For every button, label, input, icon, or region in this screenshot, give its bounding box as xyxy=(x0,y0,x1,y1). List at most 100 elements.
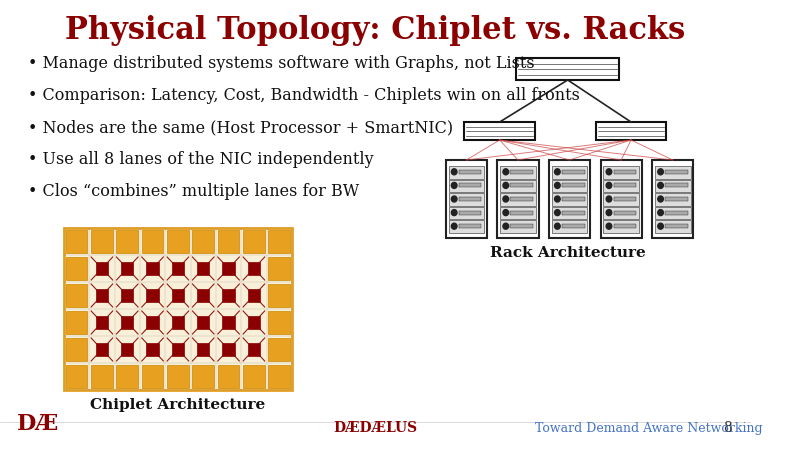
Bar xyxy=(562,184,585,187)
Circle shape xyxy=(658,169,663,175)
Bar xyxy=(167,230,189,253)
Text: DÆDÆLUS: DÆDÆLUS xyxy=(334,421,418,435)
Circle shape xyxy=(503,223,509,229)
Circle shape xyxy=(503,182,509,189)
Text: Rack Architecture: Rack Architecture xyxy=(490,246,646,260)
Bar xyxy=(652,160,694,238)
Text: • Comparison: Latency, Cost, Bandwidth - Chiplets win on all fronts: • Comparison: Latency, Cost, Bandwidth -… xyxy=(28,87,580,104)
Bar xyxy=(66,284,87,307)
Bar xyxy=(666,184,688,187)
Bar xyxy=(269,230,290,253)
Bar xyxy=(269,365,290,388)
Circle shape xyxy=(503,196,509,202)
Text: 8: 8 xyxy=(723,421,732,435)
Bar xyxy=(614,184,636,187)
Bar xyxy=(269,284,290,307)
Bar xyxy=(510,184,533,187)
Bar xyxy=(552,207,587,220)
Circle shape xyxy=(451,169,457,175)
Bar xyxy=(510,170,533,174)
Bar xyxy=(269,311,290,334)
Bar xyxy=(197,343,210,356)
Bar xyxy=(614,170,636,174)
Bar xyxy=(172,343,184,356)
Text: • Use all 8 lanes of the NIC independently: • Use all 8 lanes of the NIC independent… xyxy=(28,151,374,168)
Bar xyxy=(562,224,585,228)
Bar xyxy=(500,220,536,233)
Bar xyxy=(596,122,666,140)
Bar xyxy=(666,170,688,174)
Bar xyxy=(655,180,690,192)
Bar xyxy=(603,207,639,220)
Bar xyxy=(449,166,484,179)
Bar xyxy=(222,289,234,302)
Bar xyxy=(121,289,134,302)
Bar xyxy=(66,257,87,280)
Circle shape xyxy=(606,182,612,189)
Circle shape xyxy=(658,196,663,202)
Bar xyxy=(459,184,482,187)
Text: • Manage distributed systems software with Graphs, not Lists: • Manage distributed systems software wi… xyxy=(28,55,535,72)
Bar xyxy=(66,230,87,253)
Circle shape xyxy=(451,182,457,189)
Bar xyxy=(510,224,533,228)
Circle shape xyxy=(451,210,457,216)
Bar xyxy=(549,160,590,238)
Circle shape xyxy=(451,196,457,202)
Bar xyxy=(510,211,533,215)
Text: • Clos “combines” multiple lanes for BW: • Clos “combines” multiple lanes for BW xyxy=(28,183,359,200)
Bar xyxy=(91,365,113,388)
Bar xyxy=(222,316,234,329)
Bar xyxy=(603,166,639,179)
Bar xyxy=(562,170,585,174)
Bar xyxy=(500,180,536,192)
Bar xyxy=(117,230,138,253)
Bar xyxy=(96,289,108,302)
Bar xyxy=(248,289,260,302)
Bar xyxy=(218,230,239,253)
Circle shape xyxy=(606,169,612,175)
Bar xyxy=(449,193,484,206)
Bar xyxy=(465,122,535,140)
Bar xyxy=(172,289,184,302)
Bar xyxy=(243,365,265,388)
Bar xyxy=(167,365,189,388)
Bar xyxy=(248,316,260,329)
Bar xyxy=(459,170,482,174)
Bar xyxy=(218,365,239,388)
Bar xyxy=(562,211,585,215)
Circle shape xyxy=(658,223,663,229)
Bar xyxy=(552,220,587,233)
Bar xyxy=(146,316,158,329)
Bar xyxy=(449,220,484,233)
Bar xyxy=(117,365,138,388)
Bar xyxy=(500,166,536,179)
Bar xyxy=(603,193,639,206)
Bar xyxy=(64,228,292,390)
Bar xyxy=(449,207,484,220)
Circle shape xyxy=(606,210,612,216)
Bar xyxy=(197,289,210,302)
Bar xyxy=(142,365,163,388)
Bar xyxy=(500,193,536,206)
Bar xyxy=(243,230,265,253)
Bar xyxy=(197,262,210,275)
Bar xyxy=(449,180,484,192)
Bar xyxy=(603,180,639,192)
Bar xyxy=(614,211,636,215)
Bar xyxy=(91,230,113,253)
Bar xyxy=(666,211,688,215)
Bar xyxy=(222,262,234,275)
Bar xyxy=(172,262,184,275)
Bar xyxy=(552,193,587,206)
Bar xyxy=(96,262,108,275)
Bar xyxy=(121,262,134,275)
Bar xyxy=(172,316,184,329)
Circle shape xyxy=(554,223,560,229)
Text: • Nodes are the same (Host Processor + SmartNIC): • Nodes are the same (Host Processor + S… xyxy=(28,119,454,136)
Bar xyxy=(666,197,688,201)
Bar xyxy=(459,197,482,201)
Bar xyxy=(193,230,214,253)
Bar xyxy=(96,343,108,356)
Bar xyxy=(121,343,134,356)
